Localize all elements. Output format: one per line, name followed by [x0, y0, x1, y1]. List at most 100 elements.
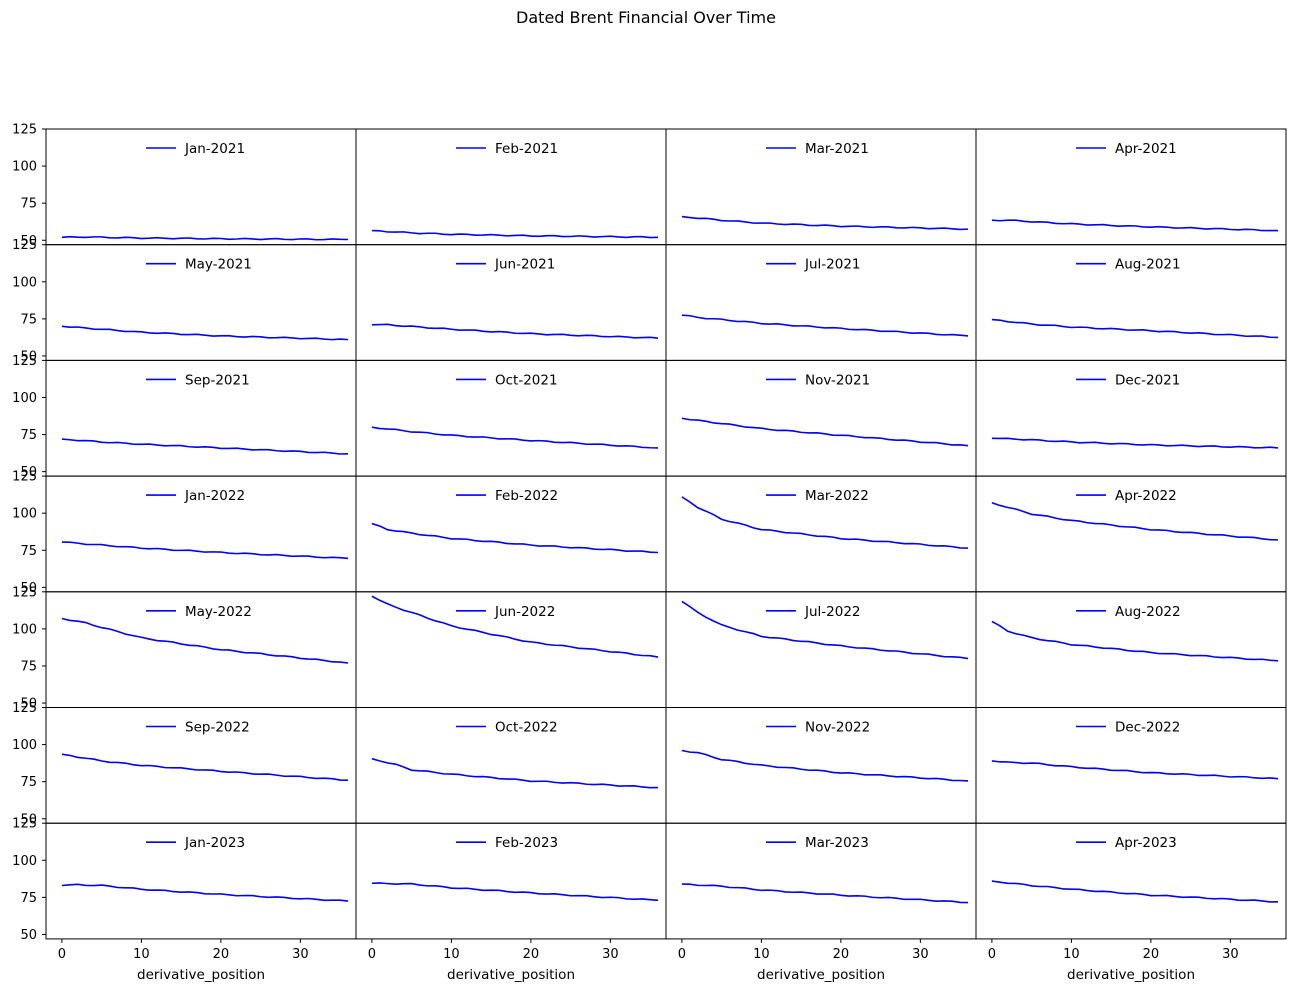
series-line [61, 753, 349, 781]
y-tick-label: 50 [20, 465, 37, 480]
series-line [371, 595, 659, 658]
subplot-nov-2022: Nov-2022 [665, 707, 977, 824]
panel-frame [975, 822, 1287, 940]
legend: May-2021 [146, 257, 252, 273]
legend-label: Nov-2022 [805, 720, 870, 736]
subplot-aug-2022: Aug-2022 [975, 591, 1287, 708]
series-line [371, 757, 659, 789]
subplot-apr-2022: Apr-2022 [975, 475, 1287, 593]
legend-label: Jan-2022 [184, 488, 245, 504]
y-tick-label: 100 [12, 160, 37, 175]
legend-label: Feb-2023 [495, 835, 558, 851]
x-tick-label: 30 [292, 947, 309, 962]
subplot-oct-2022: Oct-2022 [355, 707, 667, 824]
y-tick-label: 75 [20, 312, 37, 327]
series-line [681, 883, 969, 904]
x-tick-label: 20 [213, 947, 230, 962]
subplot-jul-2021: Jul-2021 [665, 244, 977, 361]
x-axis-label: derivative_position [447, 967, 575, 983]
subplot-sep-2022: Sep-2022 50 75 100 125 [12, 701, 357, 827]
legend-label: Mar-2021 [805, 141, 869, 157]
y-tick-label: 125 [12, 470, 37, 485]
subplot-sep-2021: Sep-2021 50 75 100 125 [12, 354, 357, 480]
y-tick-label: 100 [12, 738, 37, 753]
x-tick-label: 0 [678, 947, 686, 962]
legend-label: Jun-2022 [494, 604, 555, 620]
subplot-may-2022: May-2022 50 75 100 125 [12, 585, 357, 712]
legend-label: May-2022 [185, 604, 252, 620]
subplot-feb-2023: Feb-2023 0 10 20 30 derivative_position [355, 822, 667, 983]
series-line [681, 314, 969, 337]
y-tick-label: 50 [20, 349, 37, 364]
y-tick-label: 50 [20, 581, 37, 596]
legend: Sep-2022 [146, 720, 250, 736]
legend: Oct-2021 [456, 372, 558, 388]
series-line [991, 437, 1279, 449]
legend-label: Feb-2022 [495, 488, 558, 504]
y-tick-label: 125 [12, 238, 37, 253]
legend: Mar-2023 [766, 835, 869, 851]
legend: Dec-2022 [1076, 720, 1180, 736]
series-line [681, 600, 969, 660]
legend-label: May-2021 [185, 257, 252, 273]
y-tick-label: 75 [20, 775, 37, 790]
subplot-jun-2021: Jun-2021 [355, 244, 667, 361]
series-line [61, 541, 349, 560]
y-tick-label: 100 [12, 854, 37, 869]
series-line [371, 229, 659, 239]
x-tick-label: 0 [988, 947, 996, 962]
legend: May-2022 [146, 604, 252, 620]
series-line [371, 522, 659, 554]
series-line [61, 438, 349, 455]
subplot-feb-2021: Feb-2021 [355, 128, 667, 246]
subplot-apr-2021: Apr-2021 [975, 128, 1287, 246]
legend-label: Mar-2022 [805, 488, 869, 504]
x-tick-label: 0 [58, 947, 66, 962]
panel-grid: Jan-2021 50 75 100 125 Feb-2021 Mar-2021 Apr-20… [12, 123, 1287, 983]
series-line [991, 760, 1279, 780]
legend-label: Jan-2023 [184, 835, 245, 851]
subplot-jun-2022: Jun-2022 [355, 591, 667, 708]
y-tick-label: 100 [12, 507, 37, 522]
legend-label: Dec-2022 [1115, 720, 1180, 736]
x-tick-label: 20 [523, 947, 540, 962]
legend: Nov-2021 [766, 372, 870, 388]
subplot-jan-2021: Jan-2021 50 75 100 125 [12, 123, 357, 249]
legend-label: Apr-2023 [1115, 835, 1177, 851]
legend-label: Aug-2022 [1115, 604, 1181, 620]
y-tick-label: 75 [20, 659, 37, 674]
y-tick-label: 75 [20, 544, 37, 559]
y-tick-label: 50 [20, 697, 37, 712]
subplot-mar-2021: Mar-2021 [665, 128, 977, 246]
subplot-apr-2023: Apr-2023 0 10 20 30 derivative_position [975, 822, 1287, 983]
y-tick-label: 75 [20, 197, 37, 212]
legend-label: Apr-2022 [1115, 488, 1177, 504]
y-tick-label: 50 [20, 812, 37, 827]
legend: Aug-2021 [1076, 257, 1181, 273]
legend-label: Aug-2021 [1115, 257, 1181, 273]
y-tick-label: 50 [20, 928, 37, 943]
legend-label: Jan-2021 [184, 141, 245, 157]
x-axis-label: derivative_position [757, 967, 885, 983]
series-line [61, 883, 349, 902]
legend-label: Apr-2021 [1115, 141, 1177, 157]
y-tick-label: 75 [20, 428, 37, 443]
y-tick-label: 100 [12, 391, 37, 406]
legend: Feb-2023 [456, 835, 558, 851]
y-tick-label: 100 [12, 622, 37, 637]
y-tick-label: 125 [12, 354, 37, 369]
x-tick-label: 0 [368, 947, 376, 962]
y-tick-label: 50 [20, 234, 37, 249]
subplot-nov-2021: Nov-2021 [665, 359, 977, 477]
subplot-may-2021: May-2021 50 75 100 125 [12, 238, 357, 364]
series-line [61, 235, 349, 241]
legend-label: Oct-2021 [495, 372, 558, 388]
subplot-jan-2022: Jan-2022 50 75 100 125 [12, 470, 357, 596]
legend: Apr-2021 [1076, 141, 1177, 157]
subplot-mar-2022: Mar-2022 [665, 475, 977, 593]
legend: Jun-2022 [456, 604, 555, 620]
legend: Dec-2021 [1076, 372, 1180, 388]
series-line [991, 318, 1279, 339]
subplot-oct-2021: Oct-2021 [355, 359, 667, 477]
